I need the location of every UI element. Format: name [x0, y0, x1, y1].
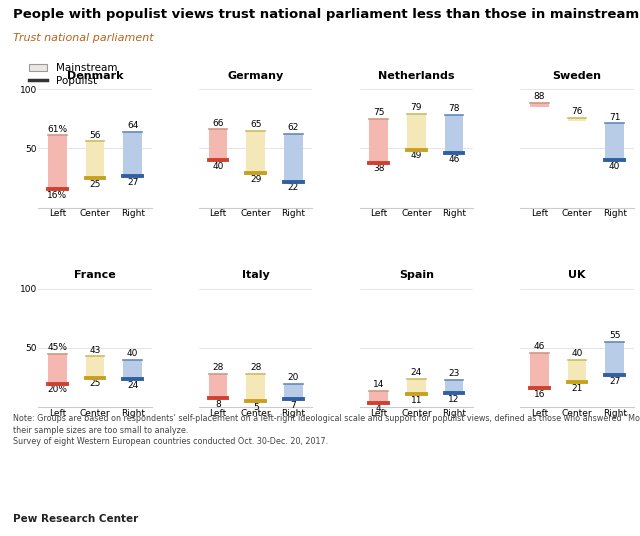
Text: 46: 46 [449, 155, 460, 164]
Text: 40: 40 [572, 349, 582, 358]
Text: 75: 75 [373, 108, 385, 117]
Title: Spain: Spain [399, 271, 434, 280]
Bar [86, 356, 104, 378]
Text: 12: 12 [449, 395, 460, 404]
Bar [407, 379, 426, 394]
Text: 40: 40 [127, 349, 138, 358]
Legend: Mainstream, Populist: Mainstream, Populist [24, 59, 122, 90]
Text: 40: 40 [609, 162, 620, 171]
Text: 20: 20 [288, 373, 299, 382]
Text: 43: 43 [90, 346, 100, 354]
Text: 16%: 16% [47, 191, 67, 199]
Text: 20%: 20% [47, 385, 67, 394]
Title: UK: UK [568, 271, 586, 280]
Text: 38: 38 [373, 165, 385, 174]
Text: 16: 16 [534, 390, 545, 399]
Bar [124, 360, 142, 379]
Text: People with populist views trust national parliament less than those in mainstre: People with populist views trust nationa… [13, 8, 639, 21]
Title: Germany: Germany [228, 71, 284, 81]
Bar [246, 131, 265, 173]
Bar [124, 132, 142, 176]
Bar [445, 115, 463, 153]
Bar [530, 103, 548, 107]
Text: 5: 5 [253, 403, 259, 412]
Text: 27: 27 [127, 177, 138, 187]
Bar [568, 360, 586, 382]
Text: Note: Groups are based on respondents’ self-placement on a left-right ideologica: Note: Groups are based on respondents’ s… [13, 414, 640, 446]
Title: Italy: Italy [242, 271, 269, 280]
Text: 56: 56 [89, 130, 100, 139]
Text: 45%: 45% [47, 343, 67, 352]
Bar [246, 374, 265, 401]
Text: 23: 23 [449, 369, 460, 378]
Text: 25: 25 [90, 180, 100, 189]
Bar [284, 134, 303, 182]
Title: Denmark: Denmark [67, 71, 124, 81]
Text: 11: 11 [411, 396, 422, 405]
Bar [407, 114, 426, 150]
Text: 62: 62 [288, 123, 299, 132]
Bar [445, 380, 463, 393]
Text: 24: 24 [127, 381, 138, 390]
Text: Trust national parliament: Trust national parliament [13, 33, 154, 43]
Text: 14: 14 [373, 380, 384, 389]
Bar [568, 117, 586, 121]
Text: 28: 28 [212, 363, 223, 373]
Text: 55: 55 [609, 331, 621, 340]
Bar [605, 123, 624, 160]
Bar [209, 374, 227, 398]
Text: Pew Research Center: Pew Research Center [13, 514, 138, 524]
Text: 79: 79 [411, 103, 422, 112]
Text: 21: 21 [572, 384, 582, 393]
Text: 71: 71 [609, 113, 621, 122]
Bar [369, 118, 388, 162]
Text: 46: 46 [534, 342, 545, 351]
Text: 76: 76 [572, 107, 583, 116]
Text: 61%: 61% [47, 124, 67, 133]
Bar [530, 353, 548, 389]
Text: 28: 28 [250, 363, 261, 373]
Bar [48, 136, 67, 189]
Text: 78: 78 [448, 105, 460, 114]
Text: 49: 49 [411, 151, 422, 160]
Bar [284, 384, 303, 399]
Text: 27: 27 [609, 377, 620, 386]
Text: 4: 4 [376, 404, 381, 413]
Text: 25: 25 [90, 379, 100, 389]
Title: France: France [74, 271, 116, 280]
Text: 65: 65 [250, 120, 261, 129]
Bar [605, 342, 624, 375]
Bar [209, 129, 227, 160]
Title: Netherlands: Netherlands [378, 71, 454, 81]
Text: 64: 64 [127, 121, 138, 130]
Text: 24: 24 [411, 368, 422, 377]
Text: 29: 29 [250, 175, 261, 184]
Text: 66: 66 [212, 118, 224, 128]
Text: 22: 22 [288, 183, 299, 192]
Bar [369, 391, 388, 403]
Bar [86, 142, 104, 178]
Bar [48, 354, 67, 384]
Text: 40: 40 [212, 162, 223, 171]
Text: 7: 7 [291, 401, 296, 410]
Title: Sweden: Sweden [552, 71, 602, 81]
Text: 88: 88 [534, 93, 545, 101]
Text: 8: 8 [215, 400, 221, 408]
